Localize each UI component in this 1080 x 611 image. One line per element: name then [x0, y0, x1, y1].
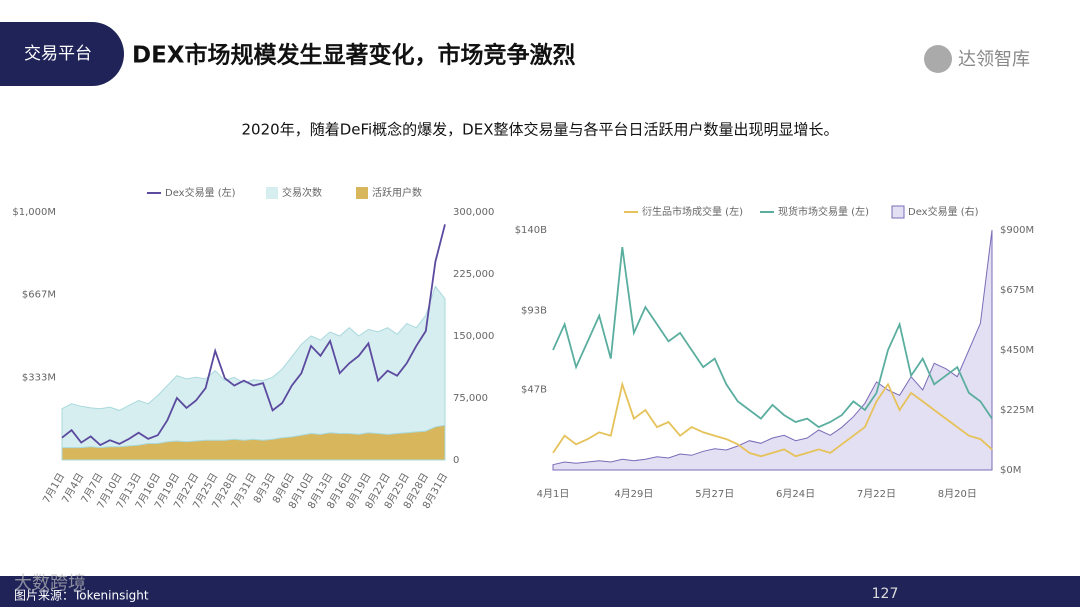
line — [552, 246, 993, 429]
tick-label: $667M — [22, 290, 56, 301]
legend-label: 现货市场交易量 (左) — [778, 205, 869, 218]
legend-label: Dex交易量 (左) — [165, 186, 236, 199]
tag: 交易平台 — [24, 44, 92, 64]
legend-label: 衍生品市场成交量 (左) — [642, 205, 743, 218]
watermark: 大数跨境 — [14, 573, 86, 594]
tick-label: $0M — [1000, 465, 1021, 476]
x-tick-label: 8月20日 — [938, 488, 977, 500]
tick-label: 0 — [453, 455, 459, 466]
x-tick-label: 4月29日 — [614, 488, 653, 500]
tick-label: $93B — [521, 306, 547, 317]
logo: 达领智库 — [958, 49, 1030, 70]
x-tick-label: 7月22日 — [857, 488, 896, 500]
tick-label: $675M — [1000, 285, 1034, 296]
tick-label: 150,000 — [453, 331, 494, 342]
legend-label: Dex交易量 (右) — [908, 205, 979, 218]
tick-label: $225M — [1000, 405, 1034, 416]
line — [61, 224, 446, 447]
title: DEX市场规模发生显著变化，市场竞争激烈 — [132, 42, 576, 69]
legend-label: 交易次数 — [282, 186, 322, 199]
tick-label: $333M — [22, 372, 56, 383]
x-tick-label: 4月1日 — [537, 488, 570, 500]
source: 图片来源：Tokeninsight — [14, 589, 149, 603]
tick-label: $900M — [1000, 225, 1034, 236]
legend-swatch — [266, 187, 278, 199]
line — [552, 380, 993, 458]
tick-label: $47B — [521, 384, 547, 395]
x-tick-label: 5月27日 — [695, 488, 734, 500]
legend-swatch — [356, 187, 368, 199]
logo-icon — [924, 45, 952, 73]
tick-label: $140B — [515, 225, 547, 236]
tag-bg — [0, 22, 124, 86]
page-number: 127 — [872, 586, 899, 602]
area — [61, 285, 446, 461]
subtitle: 2020年，随着DeFi概念的爆发，DEX整体交易量与各平台日活跃用户数量出现明… — [242, 121, 839, 139]
legend-label: 活跃用户数 — [372, 186, 422, 199]
footer-bar — [0, 576, 1080, 607]
tick-label: $450M — [1000, 345, 1034, 356]
tick-label: 300,000 — [453, 207, 494, 218]
area — [61, 424, 446, 461]
legend-swatch — [891, 205, 905, 219]
tick-label: 225,000 — [453, 269, 494, 280]
tick-label: $1,000M — [12, 207, 56, 218]
x-tick-label: 6月24日 — [776, 488, 815, 500]
area — [552, 229, 993, 471]
tick-label: 75,000 — [453, 393, 488, 404]
